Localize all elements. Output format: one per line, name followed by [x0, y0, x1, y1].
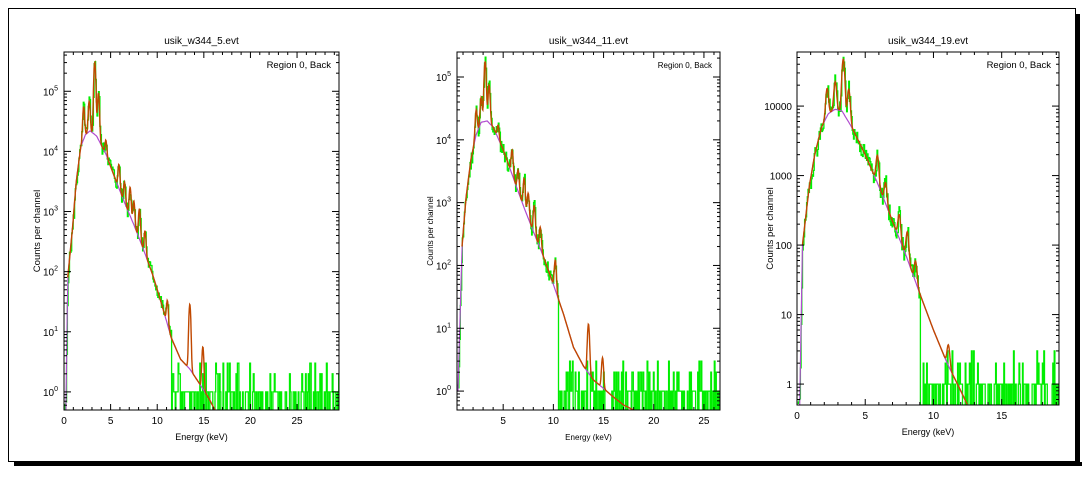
- spectrum-panel: 0 5 10 15 1 10 100 1000 10000 usik_w344_19.evt Reg…: [764, 36, 1060, 437]
- x-tick-label: 15: [598, 416, 610, 427]
- x-axis-label: Energy (keV): [175, 432, 228, 442]
- y-tick-label: 104: [43, 145, 58, 158]
- y-tick-label: 10: [781, 311, 793, 322]
- x-tick-label: 0: [794, 411, 800, 422]
- x-axis-label: Energy (keV): [565, 433, 612, 442]
- x-tick-label: 15: [198, 416, 210, 427]
- model-spectrum-line: [67, 60, 216, 410]
- chart-title: usik_w344_11.evt: [549, 36, 629, 47]
- frame-shadow-bottom: [14, 462, 1082, 466]
- model-spectrum-line: [801, 58, 968, 405]
- chart-title: usik_w344_5.evt: [164, 36, 239, 47]
- y-tick-label: 104: [436, 134, 451, 147]
- y-tick-label: 100: [775, 241, 792, 252]
- y-tick-label: 1000: [770, 172, 793, 183]
- y-tick-label: 102: [436, 259, 451, 272]
- spectrum-panel: 5 10 15 20 25 100 101 102 103 104 105 usik_w344_11.…: [426, 36, 721, 442]
- x-tick-label: 5: [108, 416, 114, 427]
- y-tick-label: 102: [43, 266, 58, 279]
- data-spectrum-line: [797, 56, 1059, 405]
- region-annotation: Region 0, Back: [987, 60, 1052, 71]
- x-tick-label: 10: [152, 416, 164, 427]
- y-axis-label: Counts per channel: [765, 187, 776, 269]
- y-axis-label: Counts per channel: [32, 190, 43, 272]
- x-axis-label: Energy (keV): [902, 427, 955, 437]
- y-tick-label: 101: [43, 326, 58, 339]
- x-tick-label: 5: [500, 416, 506, 427]
- x-tick-label: 25: [291, 416, 303, 427]
- chart-title: usik_w344_19.evt: [888, 36, 968, 47]
- plot-frame: [456, 51, 721, 411]
- region-annotation: Region 0, Back: [658, 61, 713, 70]
- spectrum-panel: 0 5 10 15 20 25 100 101 102 103 104 105 usik_w344_5.…: [32, 36, 340, 442]
- data-spectrum-line: [457, 56, 720, 410]
- y-tick-label: 100: [436, 385, 451, 398]
- y-tick-label: 103: [43, 206, 58, 219]
- y-tick-label: 10000: [764, 102, 792, 113]
- y-tick-label: 105: [43, 85, 58, 98]
- x-tick-label: 10: [928, 411, 940, 422]
- continuum-fit-line: [799, 108, 968, 405]
- plot-frame: [796, 51, 1060, 406]
- x-tick-label: 25: [698, 416, 710, 427]
- figure-frame: [8, 8, 1076, 462]
- y-tick-label: 101: [436, 322, 451, 335]
- y-tick-label: 1: [786, 380, 792, 391]
- y-tick-label: 105: [436, 71, 451, 84]
- x-tick-label: 10: [548, 416, 560, 427]
- x-tick-label: 20: [245, 416, 257, 427]
- model-spectrum-line: [461, 61, 635, 410]
- plot-frame: [63, 51, 340, 411]
- y-tick-label: 100: [43, 386, 58, 399]
- frame-shadow-right: [1076, 14, 1080, 466]
- x-tick-label: 15: [996, 411, 1008, 422]
- continuum-fit-line: [65, 130, 216, 410]
- y-axis-label: Counts per channel: [426, 196, 435, 266]
- x-tick-label: 0: [61, 416, 67, 427]
- x-tick-label: 5: [862, 411, 868, 422]
- y-tick-label: 103: [436, 197, 451, 210]
- x-tick-label: 20: [648, 416, 660, 427]
- region-annotation: Region 0, Back: [267, 60, 332, 71]
